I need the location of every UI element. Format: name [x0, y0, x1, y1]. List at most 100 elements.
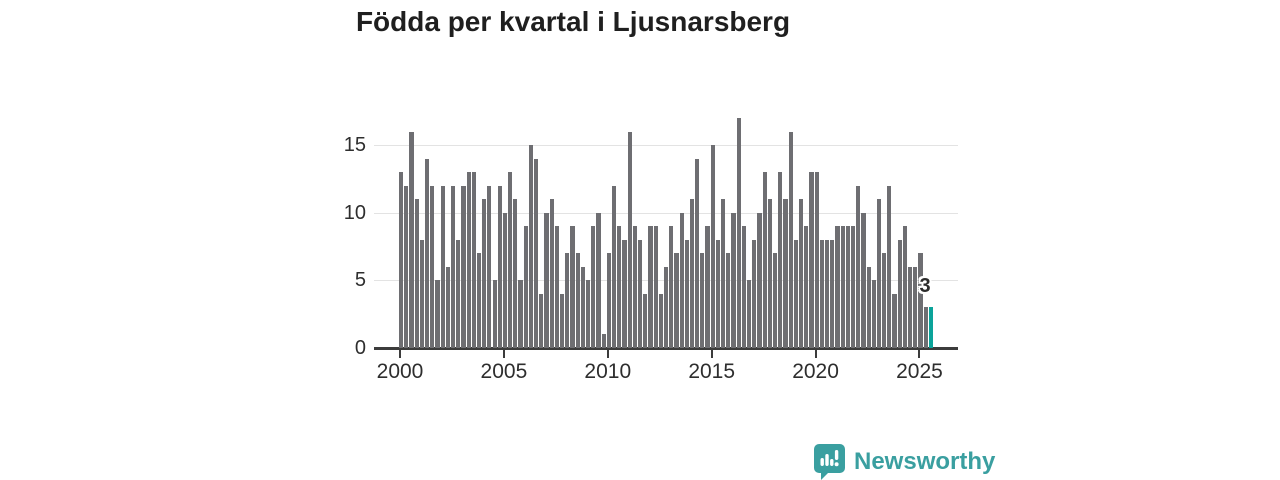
bar: [471, 172, 476, 348]
bar: [399, 172, 404, 348]
bar: [882, 253, 887, 348]
bar: [887, 185, 892, 348]
bar: [404, 185, 409, 348]
bar: [435, 280, 440, 348]
bar: [705, 226, 710, 348]
bar: [726, 253, 731, 348]
bar: [773, 253, 778, 348]
bar: [715, 239, 721, 348]
x-axis-tick: [399, 350, 401, 358]
bar: [736, 118, 741, 348]
bar: [814, 172, 819, 348]
bar: [409, 131, 414, 348]
bar: [424, 158, 430, 348]
bar: [902, 226, 908, 348]
bar: [580, 266, 585, 348]
page-title: Födda per kvartal i Ljusnarsberg: [355, 6, 791, 37]
x-axis-tick-label: 2015: [688, 360, 736, 383]
bar: [653, 226, 658, 348]
bar: [845, 226, 850, 348]
bar: [487, 185, 492, 348]
bar: [528, 145, 534, 348]
bar: [565, 253, 570, 348]
x-axis-tick: [606, 350, 609, 358]
bar: [502, 212, 508, 348]
bar: [824, 239, 830, 348]
x-axis-tick-label: 2000: [376, 360, 424, 383]
bar-series: [399, 0, 944, 348]
bar: [560, 293, 565, 348]
x-axis-tick-label: 2010: [584, 360, 632, 383]
y-axis-tick-label: 15: [343, 134, 366, 157]
bar: [835, 226, 840, 348]
bar: [544, 212, 549, 348]
bar: [721, 199, 726, 348]
bar: [461, 185, 466, 348]
bar: [606, 253, 611, 348]
bar: [445, 266, 450, 348]
bar: [679, 212, 684, 348]
bar: [908, 266, 913, 348]
bar: [539, 293, 544, 348]
bar: [809, 172, 814, 348]
bar: [866, 266, 871, 348]
bar: [482, 199, 487, 348]
x-axis-tick-label: 2025: [896, 360, 943, 383]
newsworthy-logo-text: Newsworthy: [854, 447, 996, 475]
bar: [497, 185, 502, 348]
bar: [762, 172, 767, 348]
bar: [611, 185, 617, 348]
bar: [923, 307, 928, 348]
y-axis-tick-label: 0: [354, 337, 366, 359]
bar: [793, 239, 798, 348]
bar: [731, 212, 736, 348]
bar: [741, 226, 747, 348]
bar: [617, 226, 622, 348]
bar: [876, 199, 882, 348]
bar: [689, 199, 695, 348]
bar-latest: [928, 307, 934, 348]
bar: [752, 239, 757, 348]
bar: [757, 212, 762, 348]
y-axis-tick-label: 10: [343, 201, 366, 224]
bar: [627, 131, 632, 348]
bar: [658, 293, 663, 348]
bar: [913, 266, 918, 348]
bar: [788, 131, 793, 348]
bar: [804, 226, 809, 348]
bar: [591, 226, 596, 348]
bar: [892, 293, 897, 348]
bar: [830, 239, 835, 348]
bar: [897, 239, 902, 348]
bar: [637, 239, 643, 348]
bar: [674, 253, 679, 348]
bar: [513, 199, 518, 348]
bar: [861, 212, 866, 348]
x-axis-tick: [814, 350, 817, 358]
bar: [840, 226, 845, 348]
x-axis-tick: [918, 350, 921, 358]
gridline: [374, 145, 958, 147]
bar: [669, 226, 674, 348]
bar: [414, 199, 419, 348]
bar: [783, 199, 788, 348]
bar: [767, 199, 772, 348]
bar: [523, 226, 528, 348]
x-axis-tick-label: 2005: [480, 360, 528, 383]
bar: [430, 185, 435, 348]
bar: [695, 158, 700, 348]
latest-value-label: 3: [919, 275, 931, 297]
x-axis-tick-label: 2020: [792, 360, 839, 383]
bar: [850, 226, 856, 348]
bar: [856, 185, 861, 348]
x-axis-tick: [710, 350, 713, 358]
y-axis-tick-label: 5: [354, 269, 366, 292]
bar: [456, 239, 461, 348]
x-axis-tick: [502, 350, 505, 358]
bar: [508, 172, 513, 348]
bar: [798, 199, 804, 348]
bar: [918, 253, 923, 348]
bar: [871, 280, 876, 348]
